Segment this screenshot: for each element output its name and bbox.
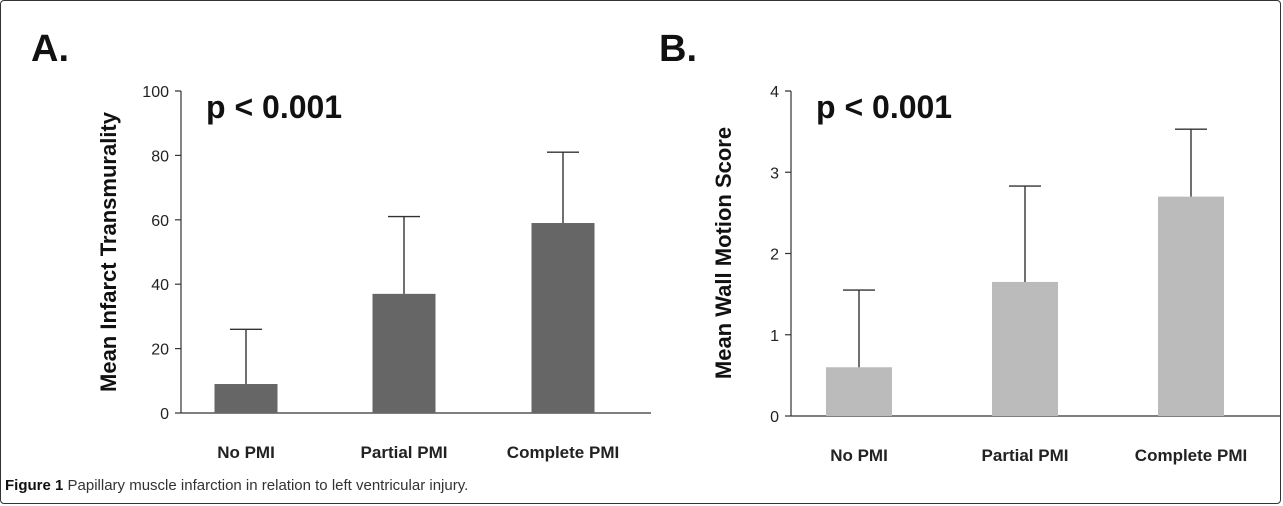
- y-axis-label: Mean Wall Motion Score: [711, 127, 736, 379]
- category-label: Complete PMI: [507, 443, 619, 462]
- y-tick-label: 3: [770, 165, 779, 182]
- category-label: No PMI: [217, 443, 275, 462]
- category-label: Complete PMI: [1135, 446, 1247, 465]
- y-tick-label: 40: [151, 277, 169, 294]
- bar: [531, 223, 595, 413]
- p-value-annotation: p < 0.001: [816, 89, 952, 125]
- caption-label: Figure 1: [5, 477, 64, 494]
- y-tick-label: 2: [770, 247, 779, 264]
- y-tick-label: 80: [151, 148, 169, 165]
- bar: [992, 281, 1058, 416]
- panel-letter: B.: [659, 28, 697, 70]
- p-value-annotation: p < 0.001: [206, 89, 342, 125]
- bar: [1158, 196, 1224, 416]
- y-tick-label: 0: [160, 406, 169, 423]
- y-tick-label: 1: [770, 328, 779, 345]
- y-tick-label: 0: [770, 409, 779, 426]
- category-label: No PMI: [830, 446, 888, 465]
- category-label: Partial PMI: [982, 446, 1069, 465]
- caption-text: Papillary muscle infarction in relation …: [67, 477, 469, 494]
- bar: [826, 367, 892, 416]
- category-label: Partial PMI: [361, 443, 448, 462]
- y-tick-label: 100: [142, 84, 169, 101]
- y-tick-label: 20: [151, 342, 169, 359]
- panel-letter: A.: [31, 28, 69, 70]
- bar: [214, 384, 278, 413]
- chart-panel-b: B. p < 0.001 Mean Wall Motion Score 0 1 2 3 4 No…: [659, 28, 1280, 465]
- figure-caption: Figure 1 Papillary muscle infarction in …: [5, 477, 468, 494]
- y-tick-label: 60: [151, 213, 169, 230]
- y-axis-label: Mean Infarct Transmurality: [96, 111, 121, 392]
- y-tick-label: 4: [770, 84, 779, 101]
- bar: [372, 293, 436, 413]
- chart-panel-a: A. p < 0.001 Mean Infarct Transmurality 0 20…: [31, 28, 651, 462]
